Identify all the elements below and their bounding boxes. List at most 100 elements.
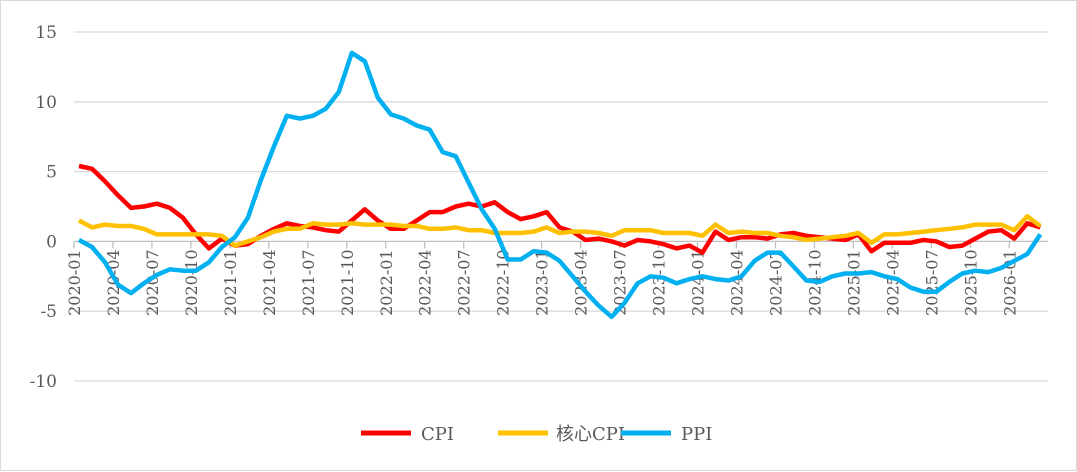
data-point xyxy=(908,231,912,235)
data-point xyxy=(635,238,639,242)
legend-item: CPI xyxy=(361,424,454,445)
data-point xyxy=(934,289,938,293)
data-point xyxy=(233,235,237,239)
data-point xyxy=(467,228,471,232)
data-point xyxy=(804,238,808,242)
data-point xyxy=(557,259,561,263)
data-point xyxy=(713,229,717,233)
data-point xyxy=(90,245,94,249)
data-point xyxy=(921,229,925,233)
legend-item: 核心CPI xyxy=(498,424,625,445)
data-point xyxy=(895,277,899,281)
data-point xyxy=(830,274,834,278)
data-point xyxy=(830,235,834,239)
data-point xyxy=(518,257,522,261)
data-point xyxy=(505,231,509,235)
data-point xyxy=(687,277,691,281)
data-point xyxy=(778,234,782,238)
data-point xyxy=(194,232,198,236)
data-point xyxy=(843,234,847,238)
data-point xyxy=(557,225,561,229)
data-point xyxy=(986,222,990,226)
data-point xyxy=(467,181,471,185)
data-point xyxy=(973,269,977,273)
data-point xyxy=(246,239,250,243)
data-point xyxy=(402,116,406,120)
data-point xyxy=(168,206,172,210)
data-point xyxy=(518,217,522,221)
data-point xyxy=(661,242,665,246)
x-tick-label: 2024-07 xyxy=(766,249,785,315)
legend: CPI 核心CPI PPI xyxy=(361,424,712,445)
data-point xyxy=(129,206,133,210)
data-point xyxy=(622,301,626,305)
data-point xyxy=(557,231,561,235)
x-tick-label: 2020-01 xyxy=(65,249,84,315)
y-axis-ticks: 15 10 5 0 -5 -10 xyxy=(30,23,57,392)
data-point xyxy=(674,281,678,285)
data-point xyxy=(869,249,873,253)
legend-label: PPI xyxy=(681,424,712,445)
data-point xyxy=(181,232,185,236)
x-tick-label: 2020-04 xyxy=(104,249,123,315)
data-point xyxy=(116,193,120,197)
data-point xyxy=(856,231,860,235)
data-point xyxy=(194,269,198,273)
data-point xyxy=(882,274,886,278)
data-point xyxy=(454,204,458,208)
data-point xyxy=(311,221,315,225)
data-point xyxy=(116,224,120,228)
data-point xyxy=(921,238,925,242)
data-point xyxy=(960,271,964,275)
data-point xyxy=(661,275,665,279)
data-point xyxy=(116,282,120,286)
data-point xyxy=(908,241,912,245)
data-point xyxy=(415,218,419,222)
data-point xyxy=(531,249,535,253)
data-point xyxy=(674,246,678,250)
data-point xyxy=(687,231,691,235)
data-point xyxy=(765,236,769,240)
data-point xyxy=(454,225,458,229)
x-tick-label: 2023-10 xyxy=(650,249,669,315)
data-point xyxy=(389,227,393,231)
data-point xyxy=(337,229,341,233)
data-point xyxy=(700,234,704,238)
data-point xyxy=(505,210,509,214)
data-point xyxy=(402,224,406,228)
data-point xyxy=(324,222,328,226)
data-point xyxy=(934,228,938,232)
data-point xyxy=(596,236,600,240)
legend-label: 核心CPI xyxy=(556,424,625,445)
legend-label: CPI xyxy=(421,424,454,445)
data-point xyxy=(791,235,795,239)
data-point xyxy=(882,232,886,236)
data-point xyxy=(454,154,458,158)
data-point xyxy=(999,222,1003,226)
data-point xyxy=(1025,252,1029,256)
data-point xyxy=(441,150,445,154)
data-point xyxy=(648,228,652,232)
data-point xyxy=(596,231,600,235)
data-point xyxy=(298,116,302,120)
data-point xyxy=(363,207,367,211)
series-line-核心CPI xyxy=(77,214,1042,248)
data-point xyxy=(869,270,873,274)
data-point xyxy=(350,221,354,225)
data-point xyxy=(960,243,964,247)
data-point xyxy=(142,281,146,285)
data-point xyxy=(739,235,743,239)
data-point xyxy=(609,239,613,243)
data-point xyxy=(168,267,172,271)
data-point xyxy=(77,218,81,222)
data-point xyxy=(479,228,483,232)
data-point xyxy=(817,280,821,284)
x-tick-label: 2025-04 xyxy=(883,249,902,315)
data-point xyxy=(479,207,483,211)
data-point xyxy=(596,303,600,307)
data-point xyxy=(986,229,990,233)
data-point xyxy=(583,229,587,233)
x-tick-label: 2022-07 xyxy=(455,249,474,315)
data-point xyxy=(778,250,782,254)
